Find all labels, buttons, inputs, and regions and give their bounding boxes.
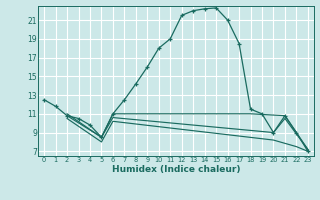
X-axis label: Humidex (Indice chaleur): Humidex (Indice chaleur) [112, 165, 240, 174]
